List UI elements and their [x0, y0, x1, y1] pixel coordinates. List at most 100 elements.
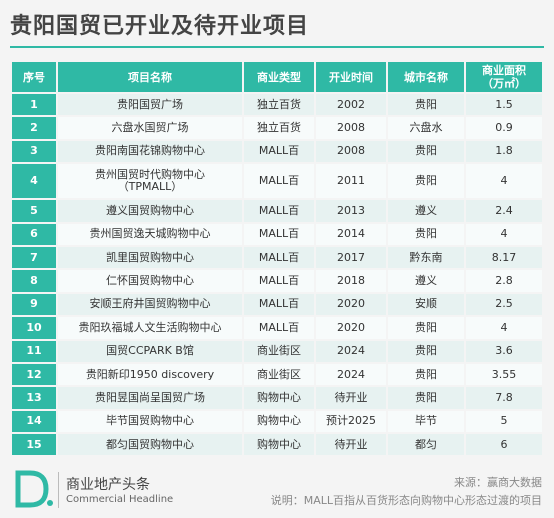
row-area: 6	[466, 434, 542, 456]
row-project-name: 贵阳玖福城人文生活购物中心	[58, 317, 242, 339]
header-business-type: 商业类型	[244, 62, 314, 92]
row-business-type: 独立百货	[244, 94, 314, 116]
row-index: 1	[12, 94, 56, 116]
row-index: 8	[12, 270, 56, 292]
row-project-name: 贵阳昱国尚呈国贸广场	[58, 387, 242, 409]
table-row: 13 贵阳昱国尚呈国贸广场 购物中心 待开业 贵阳 7.8	[12, 387, 542, 409]
table-row: 2 六盘水国贸广场 独立百货 2008 六盘水 0.9	[12, 117, 542, 139]
table-row: 5 遵义国贸购物中心 MALL百 2013 遵义 2.4	[12, 200, 542, 222]
table-row: 4 贵州国贸时代购物中心 （TPMALL） MALL百 2011 贵阳 4	[12, 164, 542, 199]
row-open-time: 2013	[316, 200, 386, 222]
row-open-time: 2024	[316, 340, 386, 362]
header-project-name: 项目名称	[58, 62, 242, 92]
row-business-type: MALL百	[244, 293, 314, 316]
table-row: 15 都匀国贸购物中心 购物中心 待开业 都匀 6	[12, 434, 542, 456]
row-business-type: MALL百	[244, 246, 314, 269]
row-area: 8.17	[466, 246, 542, 269]
row-city: 六盘水	[388, 117, 464, 139]
table-row: 12 贵阳新印1950 discovery 商业街区 2024 贵阳 3.55	[12, 363, 542, 386]
row-project-name: 贵阳南国花锦购物中心	[58, 140, 242, 163]
page-title: 贵阳国贸已开业及待开业项目	[10, 14, 310, 39]
row-index: 15	[12, 434, 56, 456]
row-area: 4	[466, 164, 542, 199]
row-project-name: 遵义国贸购物中心	[58, 200, 242, 222]
table-row: 3 贵阳南国花锦购物中心 MALL百 2008 贵阳 1.8	[12, 140, 542, 163]
table-row: 10 贵阳玖福城人文生活购物中心 MALL百 2020 贵阳 4	[12, 317, 542, 339]
row-city: 贵阳	[388, 387, 464, 409]
row-project-name: 贵州国贸逸天城购物中心	[58, 223, 242, 245]
row-business-type: 购物中心	[244, 410, 314, 433]
row-open-time: 2008	[316, 140, 386, 163]
row-project-name: 凯里国贸购物中心	[58, 246, 242, 269]
row-area: 7.8	[466, 387, 542, 409]
row-index: 5	[12, 200, 56, 222]
row-index: 13	[12, 387, 56, 409]
row-project-name: 毕节国贸购物中心	[58, 410, 242, 433]
row-project-name: 贵阳国贸广场	[58, 94, 242, 116]
row-project-name: 都匀国贸购物中心	[58, 434, 242, 456]
row-project-name: 仁怀国贸购物中心	[58, 270, 242, 292]
table-row: 14 毕节国贸购物中心 购物中心 预计2025 毕节 5	[12, 410, 542, 433]
row-index: 9	[12, 293, 56, 316]
brand-name-cn: 商业地产头条	[66, 477, 150, 493]
row-city: 贵阳	[388, 340, 464, 362]
row-open-time: 2008	[316, 117, 386, 139]
row-area: 3.6	[466, 340, 542, 362]
row-area: 0.9	[466, 117, 542, 139]
row-business-type: 独立百货	[244, 117, 314, 139]
row-index: 3	[12, 140, 56, 163]
row-city: 毕节	[388, 410, 464, 433]
row-open-time: 待开业	[316, 434, 386, 456]
row-city: 贵阳	[388, 317, 464, 339]
table-row: 9 安顺王府井国贸购物中心 MALL百 2020 安顺 2.5	[12, 293, 542, 316]
row-open-time: 预计2025	[316, 410, 386, 433]
row-open-time: 2020	[316, 293, 386, 316]
row-area: 2.8	[466, 270, 542, 292]
row-project-name: 安顺王府井国贸购物中心	[58, 293, 242, 316]
row-area: 2.5	[466, 293, 542, 316]
footer-divider	[58, 472, 59, 508]
row-project-name: 贵州国贸时代购物中心 （TPMALL）	[58, 164, 242, 199]
row-index: 4	[12, 164, 56, 199]
row-business-type: MALL百	[244, 200, 314, 222]
row-index: 10	[12, 317, 56, 339]
header-city: 城市名称	[388, 62, 464, 92]
title-underline	[10, 46, 544, 48]
row-business-type: 商业街区	[244, 340, 314, 362]
row-project-name: 贵阳新印1950 discovery	[58, 363, 242, 386]
row-area: 3.55	[466, 363, 542, 386]
row-index: 7	[12, 246, 56, 269]
row-business-type: 购物中心	[244, 387, 314, 409]
row-business-type: MALL百	[244, 270, 314, 292]
row-project-name: 六盘水国贸广场	[58, 117, 242, 139]
row-open-time: 2014	[316, 223, 386, 245]
row-business-type: 商业街区	[244, 363, 314, 386]
row-open-time: 2018	[316, 270, 386, 292]
row-city: 遵义	[388, 270, 464, 292]
table-row: 11 国贸CCPARK B馆 商业街区 2024 贵阳 3.6	[12, 340, 542, 362]
row-business-type: MALL百	[244, 223, 314, 245]
row-city: 安顺	[388, 293, 464, 316]
projects-table: 序号 项目名称 商业类型 开业时间 城市名称 商业面积 （万㎡） 1 贵阳国贸广场…	[10, 60, 544, 457]
row-area: 5	[466, 410, 542, 433]
table-row: 7 凯里国贸购物中心 MALL百 2017 黔东南 8.17	[12, 246, 542, 269]
row-city: 贵阳	[388, 140, 464, 163]
row-open-time: 2024	[316, 363, 386, 386]
row-area: 4	[466, 317, 542, 339]
row-city: 贵阳	[388, 94, 464, 116]
row-area: 1.8	[466, 140, 542, 163]
row-index: 12	[12, 363, 56, 386]
row-open-time: 2011	[316, 164, 386, 199]
table-row: 1 贵阳国贸广场 独立百货 2002 贵阳 1.5	[12, 94, 542, 116]
brand-name-en: Commercial Headline	[66, 494, 174, 505]
explanation-note: 说明：MALL百指从百货形态向购物中心形态过渡的项目	[270, 494, 542, 507]
row-business-type: MALL百	[244, 140, 314, 163]
row-business-type: 购物中心	[244, 434, 314, 456]
header-area: 商业面积 （万㎡）	[466, 62, 542, 92]
row-city: 贵阳	[388, 223, 464, 245]
table-row: 6 贵州国贸逸天城购物中心 MALL百 2014 贵阳 4	[12, 223, 542, 245]
table-row: 8 仁怀国贸购物中心 MALL百 2018 遵义 2.8	[12, 270, 542, 292]
header-open-time: 开业时间	[316, 62, 386, 92]
row-open-time: 2002	[316, 94, 386, 116]
header-index: 序号	[12, 62, 56, 92]
